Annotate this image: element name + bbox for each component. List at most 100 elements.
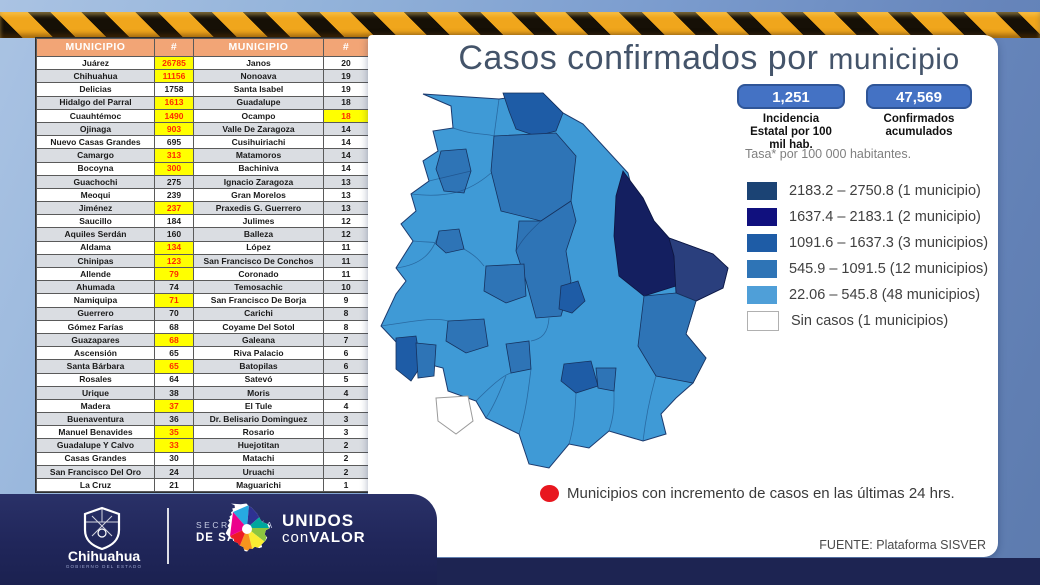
table-row: Allende 79 Coronado 11 — [36, 266, 369, 282]
municipality-name-cell: La Cruz — [36, 477, 155, 493]
municipality-name-cell: Janos — [193, 55, 324, 71]
map-card: Casos confirmados por municipio — [368, 35, 998, 557]
case-count-cell: 4 — [323, 398, 369, 414]
table-row: Nuevo Casas Grandes 695 Cusihuiriachi 14 — [36, 135, 369, 150]
legend-item: Sin casos (1 municipios) — [747, 308, 988, 334]
case-count-cell: 1490 — [154, 108, 194, 123]
case-count-cell: 3 — [323, 425, 369, 440]
municipality-name-cell: Aldama — [36, 240, 155, 255]
table-row: Delicias 1758 Santa Isabel 19 — [36, 82, 369, 97]
municipality-name-cell: Gran Morelos — [193, 187, 324, 203]
incidence-stat-box: 1,251 — [737, 84, 845, 109]
municipality-name-cell: Ahumada — [36, 280, 155, 295]
municipality-name-cell: López — [193, 240, 324, 255]
table-body: Juárez 26785 Janos 20 Chihuahua 11156 Nonoava 1… — [36, 55, 369, 493]
header-count-left: # — [154, 38, 194, 57]
map-region-east — [637, 292, 707, 384]
municipality-name-cell: Saucillo — [36, 214, 155, 229]
case-count-cell: 71 — [154, 293, 194, 308]
case-count-cell: 275 — [154, 174, 194, 189]
municipal-borders — [380, 98, 657, 445]
legend-label: 2183.2 – 2750.8 (1 municipio) — [789, 183, 981, 199]
unidos-convalor-state-icon — [225, 503, 271, 552]
map-region-southwest-dark — [395, 335, 422, 382]
case-count-cell: 19 — [323, 82, 369, 97]
map-region-northwest — [435, 148, 472, 194]
municipality-name-cell: Valle De Zaragoza — [193, 121, 324, 137]
case-count-cell: 8 — [323, 306, 369, 321]
case-count-cell: 14 — [323, 148, 369, 163]
legend-item: 545.9 – 1091.5 (12 municipios) — [747, 256, 988, 282]
municipality-name-cell: Temosachic — [193, 280, 324, 295]
chihuahua-choropleth-map — [376, 81, 736, 501]
map-region-parral — [560, 360, 599, 394]
table-row: Guachochi 275 Ignacio Zaragoza 13 — [36, 174, 369, 189]
municipality-name-cell: Guachochi — [36, 174, 155, 189]
municipality-name-cell: Moris — [193, 385, 324, 400]
chihuahua-brand-text: Chihuahua — [67, 548, 141, 564]
municipality-name-cell: Maguarichi — [193, 477, 324, 493]
table-row: Guerrero 70 Carichi 8 — [36, 306, 369, 321]
legend-label: Sin casos (1 municipios) — [791, 313, 949, 329]
municipality-name-cell: Ignacio Zaragoza — [193, 174, 324, 189]
case-count-cell: 9 — [323, 293, 369, 308]
municipality-name-cell: Coronado — [193, 266, 324, 282]
municipality-name-cell: San Francisco Del Oro — [36, 464, 155, 480]
case-count-cell: 36 — [154, 412, 194, 427]
case-count-cell: 70 — [154, 306, 194, 321]
map-legend: 2183.2 – 2750.8 (1 municipio) 1637.4 – 21… — [747, 178, 988, 334]
cases-table: MUNICIPIO # MUNICIPIO # Juárez 26785 Janos… — [36, 38, 369, 493]
case-count-cell: 12 — [323, 227, 369, 242]
map-region-northeast-dark — [613, 170, 677, 297]
legend-item: 22.06 – 545.8 (48 municipios) — [747, 282, 988, 308]
table-row: Meoqui 239 Gran Morelos 13 — [36, 187, 369, 203]
table-row: Santa Bárbara 65 Batopilas 6 — [36, 359, 369, 374]
case-count-cell: 13 — [323, 174, 369, 189]
table-row: Madera 37 El Tule 4 — [36, 398, 369, 414]
footer-divider — [167, 508, 169, 564]
table-row: La Cruz 21 Maguarichi 1 — [36, 477, 369, 493]
legend-color-swatch — [747, 260, 777, 278]
case-count-cell: 11 — [323, 240, 369, 255]
municipality-name-cell: Praxedis G. Guerrero — [193, 201, 324, 216]
municipality-name-cell: Cuauhtémoc — [36, 108, 155, 123]
case-count-cell: 20 — [323, 55, 369, 71]
legend-item: 1637.4 – 2183.1 (2 municipio) — [747, 204, 988, 230]
case-count-cell: 21 — [154, 477, 194, 493]
municipality-name-cell: Guazapares — [36, 332, 155, 348]
municipality-name-cell: Namiquipa — [36, 293, 155, 308]
case-count-cell: 37 — [154, 398, 194, 414]
municipality-name-cell: Guerrero — [36, 306, 155, 321]
municipality-name-cell: Hidalgo del Parral — [36, 95, 155, 110]
unidos-label: UNIDOS — [282, 511, 355, 530]
municipality-name-cell: Guadalupe Y Calvo — [36, 438, 155, 453]
case-count-cell: 134 — [154, 240, 194, 255]
table-row: Juárez 26785 Janos 20 — [36, 55, 369, 71]
case-count-cell: 7 — [323, 332, 369, 348]
case-count-cell: 184 — [154, 214, 194, 229]
legend-label: 22.06 – 545.8 (48 municipios) — [789, 287, 981, 303]
case-count-cell: 313 — [154, 148, 194, 163]
table-row: Manuel Benavides 35 Rosario 3 — [36, 425, 369, 440]
municipality-name-cell: Uruachi — [193, 464, 324, 480]
table-row: Guadalupe Y Calvo 33 Huejotitan 2 — [36, 438, 369, 453]
municipality-name-cell: El Tule — [193, 398, 324, 414]
case-count-cell: 239 — [154, 187, 194, 203]
municipality-name-cell: San Francisco De Conchos — [193, 253, 324, 269]
case-count-cell: 11 — [323, 253, 369, 269]
case-count-cell: 123 — [154, 253, 194, 269]
convalor-label: conVALOR — [282, 529, 366, 546]
legend-label: 545.9 – 1091.5 (12 municipios) — [789, 261, 989, 277]
confirmed-stat-label: Confirmados acumulados — [883, 113, 955, 138]
municipality-name-cell: Santa Bárbara — [36, 359, 155, 374]
source-text: FUENTE: Plataforma SISVER — [819, 538, 986, 552]
municipality-name-cell: Batopilas — [193, 359, 324, 374]
case-count-cell: 18 — [323, 108, 369, 123]
case-count-cell: 18 — [323, 95, 369, 110]
table-row: Rosales 64 Satevó 5 — [36, 372, 369, 387]
case-count-cell: 19 — [323, 69, 369, 84]
municipality-name-cell: Urique — [36, 385, 155, 400]
case-count-cell: 64 — [154, 372, 194, 387]
map-region-midwest — [483, 263, 527, 304]
